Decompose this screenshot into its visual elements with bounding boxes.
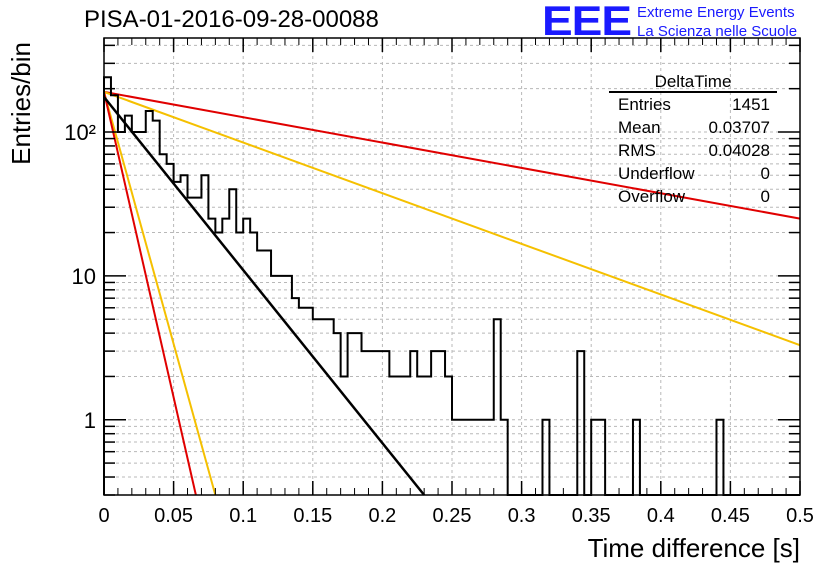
stats-value: 1451	[732, 95, 770, 114]
x-tick-label: 0.2	[368, 505, 396, 527]
grid	[104, 38, 800, 496]
x-tick-label: 0.45	[711, 505, 750, 527]
y-tick-label: 1	[84, 408, 96, 433]
stats-value: 0.03707	[709, 118, 770, 137]
x-tick-label: 0.4	[647, 505, 675, 527]
stats-label: Entries	[618, 95, 671, 114]
run-title: PISA-01-2016-09-28-00088	[84, 6, 379, 33]
x-tick-label: 0.25	[433, 505, 472, 527]
x-tick-label: 0.5	[786, 505, 814, 527]
fit-curve	[103, 90, 801, 220]
stats-value: 0.04028	[709, 141, 770, 160]
y-tick-label: 10²	[64, 120, 96, 145]
fit-curve	[103, 96, 426, 496]
stats-title: DeltaTime	[655, 72, 732, 91]
y-tick-label: 10	[72, 264, 96, 289]
x-tick-label: 0.3	[508, 505, 536, 527]
x-tick-label: 0.15	[293, 505, 332, 527]
fit-curve	[103, 90, 801, 347]
stats-box: DeltaTime Entries 1451 Mean 0.03707 RMS 0.040…	[609, 72, 777, 206]
x-tick-label: 0.35	[572, 505, 611, 527]
logo-subtitle-line2: La Scienza nelle Scuole	[637, 23, 798, 40]
stats-value: 0	[761, 164, 770, 183]
axes: 0 0.05 0.1 0.15 0.2 0.25 0.3 0.35 0.4 0.45 0.5 1 10 1…	[64, 38, 814, 527]
x-tick-label: 0.1	[229, 505, 257, 527]
fit-curves	[103, 90, 801, 496]
fit-curve	[103, 91, 197, 496]
logo-subtitle-line1: Extreme Energy Events	[637, 4, 795, 21]
x-axis-label: Time difference [s]	[588, 533, 800, 563]
x-tick-label: 0.05	[154, 505, 193, 527]
stats-value: 0	[761, 187, 770, 206]
stats-label: RMS	[618, 141, 656, 160]
fit-curve	[103, 91, 217, 496]
x-tick-label: 0	[98, 505, 109, 527]
stats-label: Mean	[618, 118, 661, 137]
stats-label: Overflow	[618, 187, 686, 206]
stats-label: Underflow	[618, 164, 695, 183]
eee-logo: EEE	[542, 0, 632, 45]
y-axis-label: Entries/bin	[6, 42, 36, 165]
